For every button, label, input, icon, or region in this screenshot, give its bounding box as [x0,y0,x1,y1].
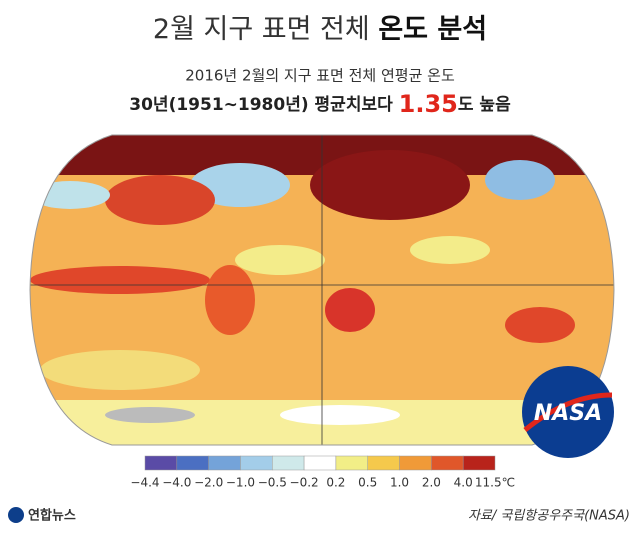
legend-label: 0.5 [358,476,377,490]
nasa-logo: NASA [522,366,614,458]
legend-label: 0.2 [326,476,345,490]
subtitle-line2: 30년(1951∼1980년) 평균치보다 1.35도 높음 [129,90,511,118]
legend-swatch [272,455,305,471]
legend-label: −0.5 [258,476,287,490]
source: 자료/ 국립항공우주국(NASA) [468,509,630,524]
title: 2월 지구 표면 전체 온도 분석 [153,14,487,45]
subtitle-text: 30년(1951∼1980년) 평균치보다 [129,95,393,115]
nasa-text: NASA [534,401,602,426]
legend-label: 2.0 [422,476,441,490]
legend-swatch [303,455,337,471]
legend-label: −1.0 [226,476,255,490]
agency-logo: 연합뉴스 [28,508,76,524]
subtitle-text: 도 높음 [458,95,511,115]
legend-label: 4.0 [454,476,473,490]
legend-swatch [462,455,496,471]
footer: 연합뉴스 자료/ 국립항공우주국(NASA) [8,507,630,524]
legend-label: −0.2 [290,476,319,490]
legend-label: 11.5℃ [475,476,515,490]
legend-swatch [335,455,368,471]
legend-swatch [240,455,273,471]
legend-label: −4.4 [130,476,159,490]
legend-label: −2.0 [194,476,223,490]
legend-swatch [208,455,241,471]
legend-swatch [431,455,464,471]
highlight-value: 1.35 [399,90,458,118]
title-bold: 온도 분석 [378,14,487,45]
title-normal: 2월 지구 표면 전체 [153,14,370,45]
subtitle-line1: 2016년 2월의 지구 표면 전체 연평균 온도 [185,67,455,85]
legend: −4.4 −4.0 −2.0 −1.0 −0.5 −0.2 0.2 0.5 1.0 2.0 4.0 1… [130,455,515,490]
legend-label: −4.0 [162,476,191,490]
temperature-map [30,135,614,445]
legend-swatch [176,455,209,471]
map-outline [29,134,615,446]
legend-swatch [367,455,400,471]
legend-swatch [399,455,432,471]
legend-label: 1.0 [390,476,409,490]
legend-swatch [144,455,178,471]
